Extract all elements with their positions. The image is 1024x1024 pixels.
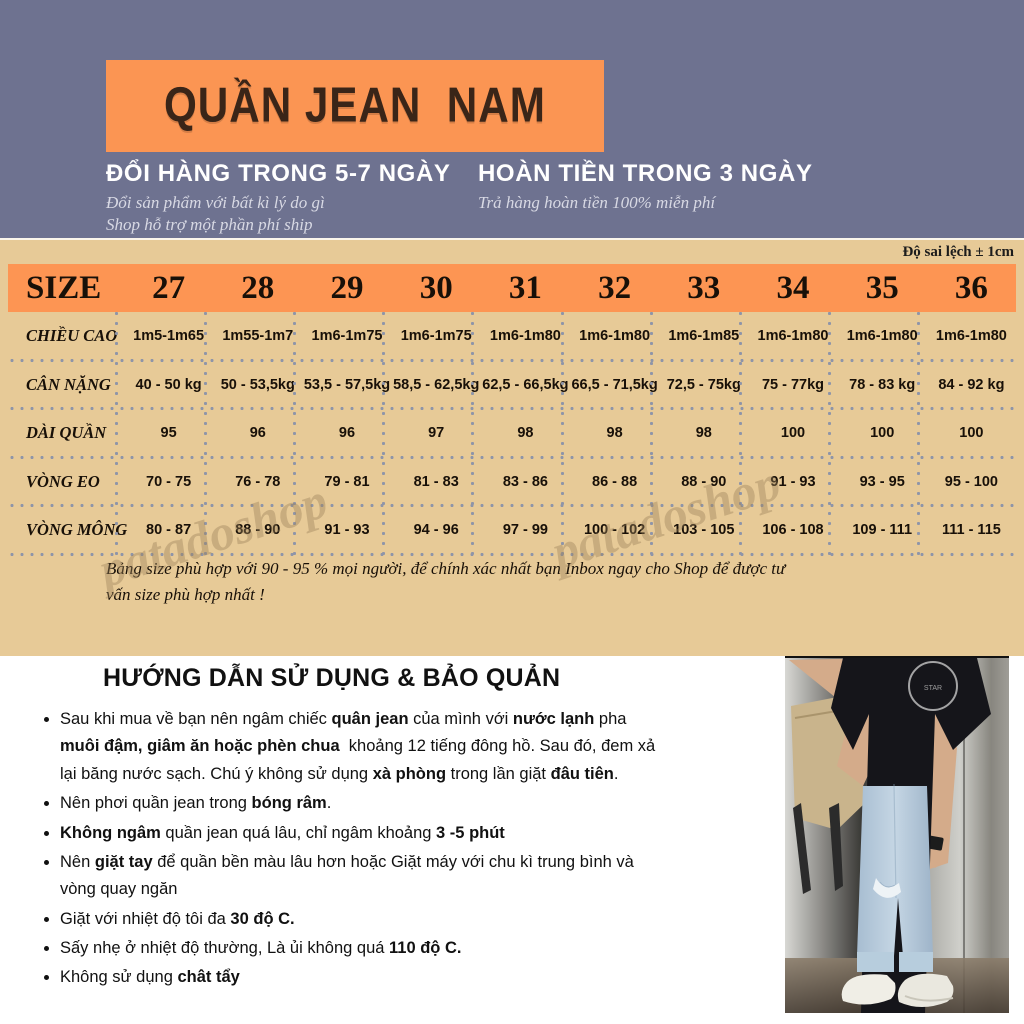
svg-text:STAR: STAR bbox=[924, 685, 942, 692]
